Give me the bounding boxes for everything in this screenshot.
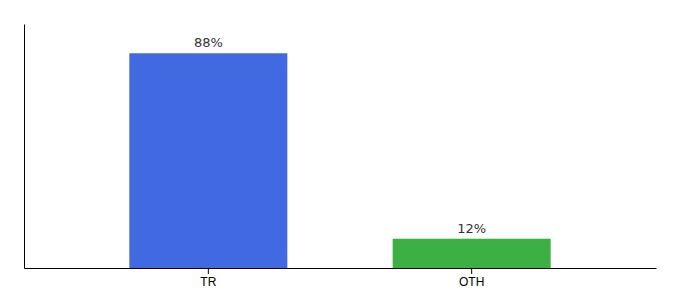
data-labels: 88% 12% bbox=[194, 35, 486, 235]
chart-container: TR OTH 88% 12% bbox=[0, 0, 680, 300]
bar bbox=[393, 239, 551, 268]
x-tick-mark bbox=[208, 268, 209, 274]
x-tick-mark bbox=[471, 268, 472, 274]
plot-area: TR OTH 88% 12% bbox=[25, 25, 657, 289]
bars bbox=[129, 53, 550, 268]
chart-svg: TR OTH 88% 12% bbox=[0, 0, 680, 300]
x-axis: TR OTH bbox=[25, 268, 657, 289]
y-axis-line bbox=[24, 25, 25, 269]
x-tick-label: OTH bbox=[459, 275, 484, 289]
x-tick: OTH bbox=[459, 268, 484, 289]
y-axis bbox=[24, 25, 25, 269]
data-label: 88% bbox=[194, 35, 223, 50]
data-label: 12% bbox=[457, 221, 486, 236]
bar bbox=[129, 53, 287, 268]
x-axis-line bbox=[25, 268, 657, 269]
x-tick-label: TR bbox=[200, 275, 216, 289]
x-tick: TR bbox=[200, 268, 216, 289]
